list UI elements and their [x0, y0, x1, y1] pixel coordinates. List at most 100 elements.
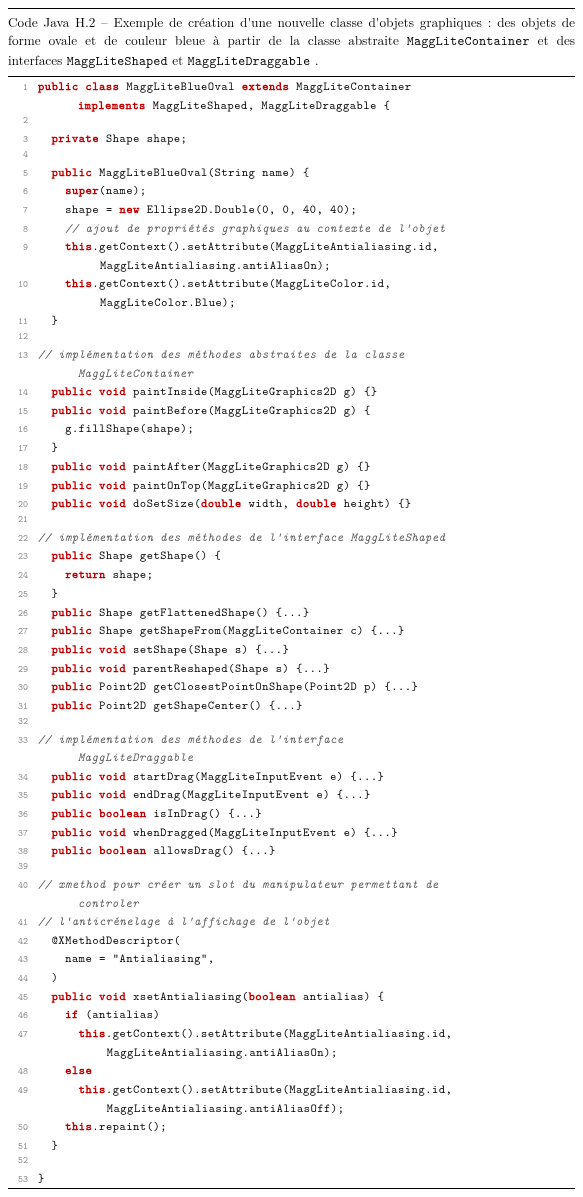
code-text: name = "Antialiasing",	[38, 949, 575, 967]
line-number: 6	[8, 185, 28, 200]
code-line: 22// implémentation des méthodes de l'in…	[8, 528, 575, 547]
code-line: MaggLiteDraggable	[8, 748, 575, 766]
code-line: 35 public void endDrag(MaggLiteInputEven…	[8, 785, 575, 804]
caption-dot: .	[315, 50, 319, 69]
code-text: else	[38, 1061, 575, 1079]
code-text: MaggLiteAntialiasing.antiAliasOn);	[38, 256, 575, 274]
code-text: // implémentation des méthodes abstraite…	[38, 345, 575, 363]
code-text: public MaggLiteBlueOval(String name) {	[38, 163, 575, 181]
code-line: 6 super(name);	[8, 181, 575, 200]
code-text: public Point2D getShapeCenter() {...}	[38, 696, 575, 714]
code-text: public class MaggLiteBlueOval extends Ma…	[38, 77, 575, 95]
line-number: 48	[8, 1065, 28, 1080]
line-number: 35	[8, 789, 28, 804]
code-line: 8 // ajout de propriétés graphiques au c…	[8, 219, 575, 238]
code-text: public void paintAfter(MaggLiteGraphics2…	[38, 457, 575, 475]
code-line: 49 this.getContext().setAttribute(MaggLi…	[8, 1080, 575, 1099]
line-number: 30	[8, 681, 28, 696]
line-number: 51	[8, 1140, 28, 1155]
code-line: 30 public Point2D getClosestPointOnShape…	[8, 677, 575, 696]
code-text: public Shape getFlattenedShape() {...}	[38, 603, 575, 621]
line-number: 9	[8, 241, 28, 256]
caption-and: et	[172, 50, 187, 69]
code-text: shape = new Ellipse2D.Double(0, 0, 40, 4…	[38, 200, 575, 218]
code-text: // ajout de propriétés graphiques au con…	[38, 219, 575, 237]
code-line: 46 if (antialias)	[8, 1005, 575, 1024]
line-number: 38	[8, 845, 28, 860]
line-number: 34	[8, 771, 28, 786]
line-number: 19	[8, 480, 28, 495]
line-number: 27	[8, 625, 28, 640]
code-text: public boolean isInDrag() {...}	[38, 804, 575, 822]
line-number: 5	[8, 167, 28, 182]
line-number: 3	[8, 133, 28, 148]
line-number: 11	[8, 315, 28, 330]
code-text: public void startDrag(MaggLiteInputEvent…	[38, 767, 575, 785]
line-number: 10	[8, 278, 28, 293]
line-number: 40	[8, 879, 28, 894]
line-number: 36	[8, 808, 28, 823]
code-line: 23 public Shape getShape() {	[8, 546, 575, 565]
code-line: 41// l'anticrénelage à l'affichage de l'…	[8, 912, 575, 931]
caption-class-3: MaggLiteDraggable	[188, 53, 311, 70]
code-text: public void setShape(Shape s) {...}	[38, 640, 575, 658]
code-line: 4	[8, 148, 575, 163]
code-line: 31 public Point2D getShapeCenter() {...}	[8, 696, 575, 715]
code-line: 17 }	[8, 438, 575, 457]
code-line: 48 else	[8, 1061, 575, 1080]
code-line: 45 public void xsetAntialiasing(boolean …	[8, 987, 575, 1006]
caption-class-2: MaggLiteShaped	[67, 53, 168, 70]
line-number: 4	[8, 148, 28, 163]
line-number: 52	[8, 1154, 28, 1169]
code-text: controler	[38, 894, 575, 912]
code-line: 25 }	[8, 584, 575, 603]
code-line: MaggLiteContainer	[8, 364, 575, 382]
code-text: public void doSetSize(double width, doub…	[38, 494, 575, 512]
code-text: // xmethod pour créer un slot du manipul…	[38, 875, 575, 893]
line-number: 46	[8, 1009, 28, 1024]
code-line: 18 public void paintAfter(MaggLiteGraphi…	[8, 457, 575, 476]
code-text: // implémentation des méthodes de l'inte…	[38, 730, 575, 748]
code-line: 11 }	[8, 311, 575, 330]
code-text: public Point2D getClosestPointOnShape(Po…	[38, 677, 575, 695]
line-number: 39	[8, 860, 28, 875]
line-number: 14	[8, 386, 28, 401]
code-line: 14 public void paintInside(MaggLiteGraph…	[8, 382, 575, 401]
code-line: 51 }	[8, 1136, 575, 1155]
code-line: 42 @XMethodDescriptor(	[8, 931, 575, 950]
code-line: 12	[8, 330, 575, 345]
code-line: 9 this.getContext().setAttribute(MaggLit…	[8, 237, 575, 256]
line-number: 42	[8, 935, 28, 950]
line-number: 16	[8, 423, 28, 438]
code-line: 16 g.fillShape(shape);	[8, 419, 575, 438]
line-number: 31	[8, 700, 28, 715]
code-line: 2	[8, 114, 575, 129]
line-number: 23	[8, 550, 28, 565]
line-number: 43	[8, 953, 28, 968]
line-number: 45	[8, 991, 28, 1006]
line-number: 49	[8, 1084, 28, 1099]
code-text: )	[38, 968, 575, 986]
code-text: public Shape getShape() {	[38, 546, 575, 564]
code-line: 47 this.getContext().setAttribute(MaggLi…	[8, 1024, 575, 1043]
code-text: MaggLiteColor.Blue);	[38, 293, 575, 311]
line-number: 13	[8, 349, 28, 364]
code-line: 40 // xmethod pour créer un slot du manip…	[8, 875, 575, 894]
code-text: // l'anticrénelage à l'affichage de l'ob…	[38, 912, 575, 930]
line-number: 1	[8, 81, 28, 96]
code-line: 19 public void paintOnTop(MaggLiteGraphi…	[8, 476, 575, 495]
code-line: 37 public void whenDragged(MaggLiteInput…	[8, 823, 575, 842]
code-line: 29 public void parentReshaped(Shape s) {…	[8, 659, 575, 678]
code-line: 26 public Shape getFlattenedShape() {...…	[8, 603, 575, 622]
code-text: this.getContext().setAttribute(MaggLiteA…	[38, 237, 575, 255]
code-line: 27 public Shape getShapeFrom(MaggLiteCon…	[8, 621, 575, 640]
code-line: 3 private Shape shape;	[8, 129, 575, 148]
line-number: 15	[8, 405, 28, 420]
line-number: 7	[8, 204, 28, 219]
code-line: 44 )	[8, 968, 575, 987]
code-text: public void endDrag(MaggLiteInputEvent e…	[38, 785, 575, 803]
code-line: MaggLiteAntialiasing.antiAliasOn);	[8, 256, 575, 274]
code-line: implements MaggLiteShaped, MaggLiteDragg…	[8, 96, 575, 114]
code-text: g.fillShape(shape);	[38, 419, 575, 437]
code-line: 20 public void doSetSize(double width, d…	[8, 494, 575, 513]
